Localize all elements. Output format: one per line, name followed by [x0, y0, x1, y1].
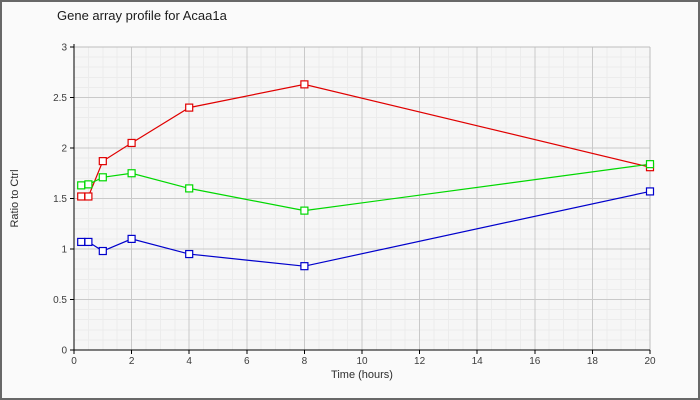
y-tick-label: 0.5	[53, 295, 67, 306]
data-point-blue	[77, 237, 86, 247]
chart-title: Gene array profile for Acaa1a	[57, 8, 227, 23]
data-point-blue	[645, 187, 655, 196]
x-tick-label: 10	[356, 356, 368, 367]
data-point-blue	[98, 246, 107, 256]
data-point-blue	[127, 234, 136, 243]
data-point-red	[98, 157, 107, 166]
data-point-red	[84, 192, 93, 201]
data-point-green	[185, 184, 194, 193]
data-point-blue	[185, 249, 194, 259]
y-tick-label: 3	[61, 43, 67, 54]
y-tick-label: 2.5	[53, 93, 67, 104]
x-tick-label: 0	[71, 356, 77, 367]
data-point-red	[300, 80, 309, 89]
data-point-red	[127, 138, 136, 148]
x-tick-label: 8	[302, 356, 308, 367]
y-tick-label: 1	[61, 245, 67, 256]
x-tick-label: 14	[472, 356, 484, 367]
x-tick-label: 18	[587, 356, 599, 367]
x-axis-title: Time (hours)	[331, 369, 393, 381]
y-tick-label: 2	[61, 144, 67, 155]
y-axis-title: Ratio to Ctrl	[9, 169, 21, 227]
data-point-green	[127, 169, 136, 178]
x-tick-label: 16	[529, 356, 541, 367]
x-tick-label: 20	[644, 356, 656, 367]
data-point-blue	[300, 262, 309, 271]
x-tick-label: 2	[129, 356, 135, 367]
data-point-red	[185, 103, 194, 112]
data-point-green	[77, 181, 86, 190]
data-point-red	[77, 192, 86, 201]
x-tick-label: 6	[244, 356, 250, 367]
data-point-blue	[84, 237, 93, 247]
x-tick-label: 12	[414, 356, 426, 367]
data-point-green	[300, 206, 309, 215]
x-tick-label: 4	[186, 356, 192, 367]
y-tick-label: 0	[61, 346, 67, 357]
data-point-green	[98, 173, 107, 182]
y-tick-label: 1.5	[53, 194, 67, 205]
data-point-green	[84, 180, 93, 189]
data-point-green	[645, 160, 655, 169]
